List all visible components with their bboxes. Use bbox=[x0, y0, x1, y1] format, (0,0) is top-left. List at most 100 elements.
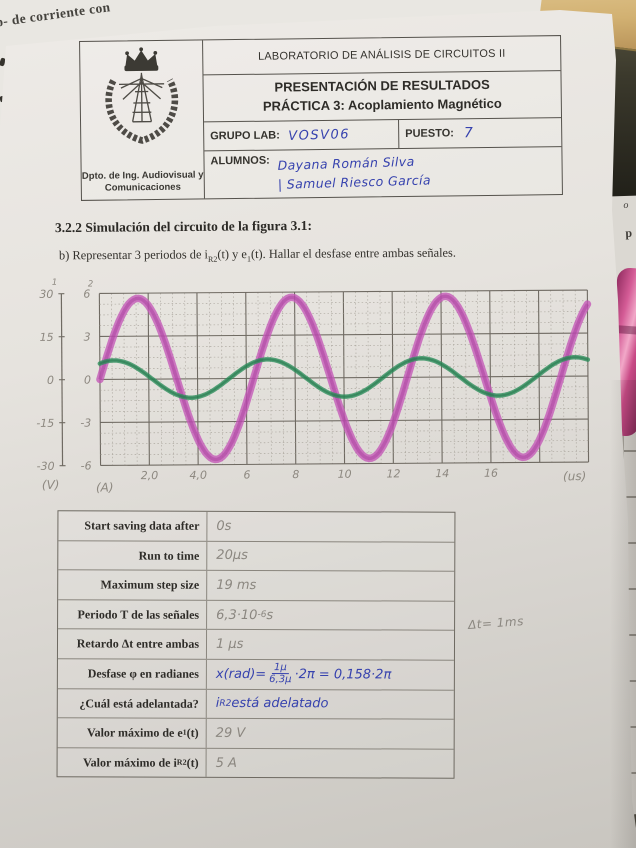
grupo-cell: GRUPO LAB: VOSV06 bbox=[204, 120, 400, 151]
table-row: Periodo T de las señales 6,3·10 -6 s bbox=[58, 600, 455, 632]
chart-axes bbox=[58, 293, 66, 467]
row-value-handwritten: x(rad)= 1μ 6,3μ ·2π = 0,158·2π bbox=[207, 660, 454, 689]
background-sheet-text: to- de corriente con bbox=[0, 0, 112, 31]
chart-tick-label: 12 bbox=[386, 467, 400, 480]
alumnos-label: ALUMNOS: bbox=[210, 154, 270, 168]
chart-tick-label: -30 bbox=[37, 460, 55, 473]
puesto-value-handwritten: 7 bbox=[463, 125, 473, 142]
chart-tick-label: 14 bbox=[435, 467, 449, 480]
chart-tick-label: 1 bbox=[52, 278, 57, 288]
row-value-handwritten: 1 μs bbox=[215, 637, 244, 653]
fraction: 1μ 6,3μ bbox=[269, 661, 292, 685]
lab-title: LABORATORIO DE ANÁLISIS DE CIRCUITOS II bbox=[203, 36, 561, 76]
exercise-b-text: b) Representar 3 periodos de iR2(t) y e1… bbox=[59, 246, 456, 265]
side-sheet-letter: o bbox=[623, 199, 629, 212]
chart-tick-label: (us) bbox=[563, 469, 586, 483]
puesto-cell: PUESTO: 7 bbox=[399, 118, 561, 148]
label-part: Valor máximo de e bbox=[86, 725, 183, 740]
margin-note-handwritten: Δt= 1ms bbox=[467, 614, 525, 632]
chart-tick-label: 2 bbox=[88, 279, 93, 289]
side-sheet-letter: p bbox=[625, 225, 633, 240]
title-line-2: PRÁCTICA 3: Acoplamiento Magnético bbox=[262, 95, 502, 114]
header-block: Dpto. de Ing. Audiovisual y Comunicacion… bbox=[79, 35, 563, 201]
document-title: PRESENTACIÓN DE RESULTADOS PRÁCTICA 3: A… bbox=[203, 71, 562, 123]
table-row: Retardo Δt entre ambas 1 μs bbox=[57, 629, 455, 661]
chart-tick-label: 6 bbox=[243, 468, 250, 481]
grupo-value-handwritten: VOSV06 bbox=[287, 126, 350, 144]
chart-tick-label: 0 bbox=[84, 374, 91, 387]
row-value-handwritten: 5 A bbox=[215, 755, 237, 771]
waveform-chart: 30 15 0 -15 -30 6 3 0 -3 -6 1 2 (V) (A) (us) 2,0 4,0 6 8 10… bbox=[15, 274, 601, 496]
chart-tick-label: 10 bbox=[338, 468, 352, 481]
label-part: Valor máximo de i bbox=[83, 755, 177, 770]
row-label: Desfase φ en radianes bbox=[57, 659, 207, 689]
alumno-name: | Samuel Riesco García bbox=[277, 172, 432, 192]
chart-tick-label: 15 bbox=[40, 331, 54, 344]
value-part: ·2π = 0,158·2π bbox=[294, 666, 392, 683]
value-part: x(rad)= bbox=[215, 666, 267, 682]
section-heading: 3.2.2 Simulación del circuito de la figu… bbox=[54, 217, 313, 236]
subscript: R2 bbox=[207, 254, 218, 264]
fraction-numerator: 1μ bbox=[271, 661, 289, 674]
chart-tick-label: 2,0 bbox=[141, 469, 159, 482]
row-value-handwritten: i R2 está adelatado bbox=[207, 689, 454, 718]
chart-tick-label: -15 bbox=[36, 417, 54, 430]
grupo-label: GRUPO LAB: bbox=[210, 129, 280, 143]
department-line: Comunicaciones bbox=[104, 181, 181, 194]
table-row: Maximum step size 19 ms bbox=[58, 570, 455, 602]
group-row: GRUPO LAB: VOSV06 PUESTO: 7 bbox=[204, 118, 562, 152]
table-row: Valor máximo de e 1 (t) 29 V bbox=[57, 718, 454, 750]
subscript: R2 bbox=[176, 757, 187, 767]
chart-tick-label: -6 bbox=[81, 460, 92, 473]
subscript: R2 bbox=[219, 698, 232, 709]
row-value-handwritten: 0s bbox=[216, 518, 232, 534]
row-label: Valor máximo de e 1 (t) bbox=[57, 718, 207, 748]
exercise-b-part: b) Representar 3 periodos de i bbox=[58, 247, 209, 263]
exponent: -6 bbox=[257, 610, 267, 621]
row-label: Valor máximo de i R2 (t) bbox=[57, 748, 207, 778]
chart-tick-label: 0 bbox=[47, 374, 54, 387]
value-part: s bbox=[266, 607, 274, 623]
row-label: Retardo Δt entre ambas bbox=[57, 629, 208, 659]
row-label: ¿Cuál está adelantada? bbox=[57, 688, 207, 718]
chart-tick-label: (A) bbox=[96, 480, 114, 494]
logo-cell: Dpto. de Ing. Audiovisual y Comunicacion… bbox=[80, 40, 206, 200]
table-row: Run to time 20μs bbox=[58, 540, 455, 572]
table-row: ¿Cuál está adelantada? i R2 está adelatad… bbox=[57, 688, 454, 720]
value-part: está adelatado bbox=[231, 696, 329, 712]
row-label: Periodo T de las señales bbox=[58, 600, 208, 630]
row-value-handwritten: 29 V bbox=[215, 725, 246, 741]
curve-core-iR2(t) bbox=[99, 356, 589, 399]
puesto-label: PUESTO: bbox=[405, 127, 454, 140]
label-part: (t) bbox=[186, 725, 199, 740]
table-row: Start saving data after 0s bbox=[58, 511, 455, 543]
chart-tick-label: (V) bbox=[42, 478, 60, 492]
row-label: Run to time bbox=[58, 540, 208, 571]
page-edge-shadow bbox=[610, 380, 636, 848]
row-label: Start saving data after bbox=[58, 511, 208, 541]
department-line: Dpto. de Ing. Audiovisual y bbox=[81, 169, 204, 183]
row-value-handwritten: 19 ms bbox=[216, 577, 257, 593]
chart-tick-label: 8 bbox=[292, 468, 299, 481]
chart-tick-label: 4,0 bbox=[189, 469, 207, 482]
row-value-handwritten: 20μs bbox=[216, 548, 248, 564]
table-row: Valor máximo de i R2 (t) 5 A bbox=[57, 748, 454, 778]
university-crest-logo bbox=[105, 47, 179, 144]
exercise-b-part: (t) y e bbox=[217, 247, 247, 262]
row-label: Maximum step size bbox=[58, 570, 208, 600]
department-name: Dpto. de Ing. Audiovisual y Comunicacion… bbox=[80, 170, 206, 195]
alumnos-names-handwritten: Dayana Román Silva | Samuel Riesco Garcí… bbox=[278, 154, 432, 198]
chart-tick-label: 16 bbox=[484, 467, 498, 480]
fraction-denominator: 6,3μ bbox=[269, 673, 292, 685]
value-part: 6,3·10 bbox=[216, 607, 258, 623]
label-part: (t) bbox=[186, 755, 199, 770]
curve-core-e1(t) bbox=[98, 294, 589, 462]
table-row: Desfase φ en radianes x(rad)= 1μ 6,3μ ·2π =… bbox=[57, 659, 454, 691]
alumnos-row: ALUMNOS: Dayana Román Silva | Samuel Rie… bbox=[204, 147, 562, 198]
chart-tick-label: 6 bbox=[83, 288, 90, 301]
chart-tick-label: 30 bbox=[39, 288, 53, 301]
